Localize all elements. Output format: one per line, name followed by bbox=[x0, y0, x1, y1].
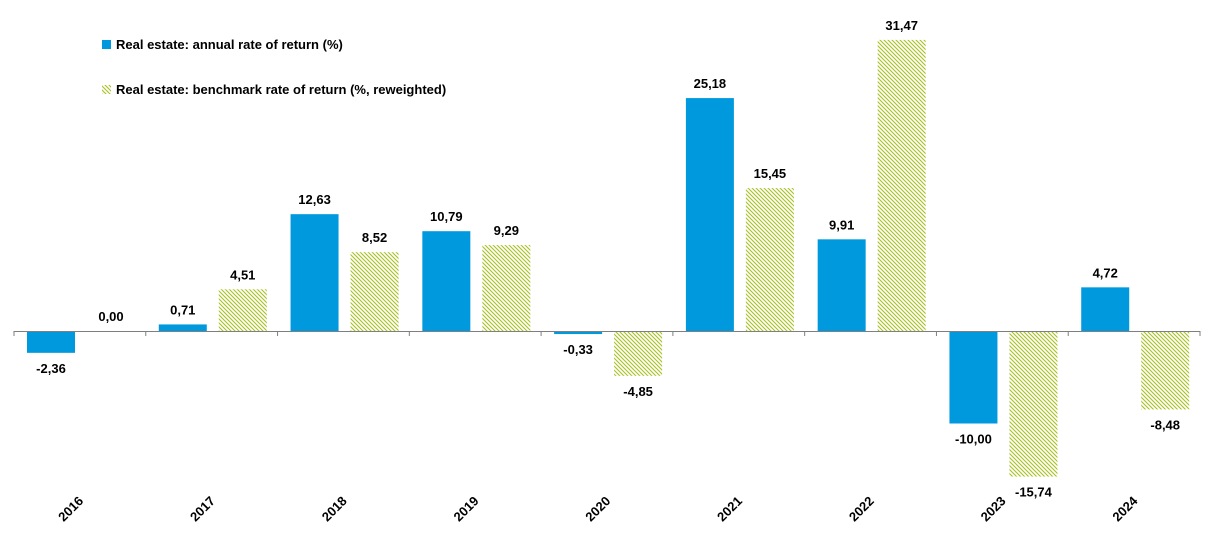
data-label-annual-2017: 0,71 bbox=[170, 302, 195, 317]
x-tick-labels-group: 2016 2017 2018 2019 2020 2021 2022 2023 2024 bbox=[55, 493, 1141, 525]
data-label-annual-2021: 25,18 bbox=[694, 76, 727, 91]
x-tick-label-2024: 2024 bbox=[1109, 493, 1141, 525]
bar-annual-2024 bbox=[1081, 287, 1130, 331]
bar-benchmark-2023 bbox=[1009, 331, 1058, 477]
data-label-benchmark-2021: 15,45 bbox=[754, 166, 787, 181]
bar-benchmark-2021 bbox=[745, 188, 794, 331]
bar-annual-2017 bbox=[158, 324, 207, 331]
data-label-annual-2019: 10,79 bbox=[430, 209, 463, 224]
bar-annual-2019 bbox=[422, 231, 471, 331]
bar-annual-2021 bbox=[685, 98, 734, 332]
x-tick-label-2023: 2023 bbox=[978, 493, 1009, 524]
data-label-annual-2022: 9,91 bbox=[829, 217, 854, 232]
x-tick-label-2017: 2017 bbox=[187, 493, 218, 524]
bar-benchmark-2022 bbox=[877, 39, 926, 332]
legend-label-annual: Real estate: annual rate of return (%) bbox=[116, 37, 343, 52]
data-label-benchmark-2018: 8,52 bbox=[362, 230, 387, 245]
bar-annual-2023 bbox=[949, 331, 998, 424]
bar-benchmark-2017 bbox=[218, 289, 267, 331]
bar-benchmark-2018 bbox=[350, 252, 399, 331]
bar-benchmark-2019 bbox=[482, 245, 531, 331]
data-label-benchmark-2019: 9,29 bbox=[494, 223, 519, 238]
legend-swatch-annual bbox=[102, 40, 111, 49]
x-tick-label-2018: 2018 bbox=[319, 493, 350, 524]
legend-label-benchmark: Real estate: benchmark rate of return (%… bbox=[116, 82, 446, 97]
x-axis bbox=[13, 331, 1201, 336]
data-label-benchmark-2020: -4,85 bbox=[623, 384, 653, 399]
bar-annual-2020 bbox=[554, 331, 603, 335]
x-tick-label-2020: 2020 bbox=[582, 493, 613, 524]
data-label-annual-2023: -10,00 bbox=[955, 432, 992, 447]
bar-benchmark-2020 bbox=[614, 331, 663, 376]
data-label-benchmark-2016: 0,00 bbox=[98, 309, 123, 324]
bar-benchmark-2024 bbox=[1141, 331, 1190, 410]
data-label-annual-2016: -2,36 bbox=[36, 361, 66, 376]
bar-annual-2022 bbox=[817, 239, 866, 331]
data-label-benchmark-2023: -15,74 bbox=[1015, 485, 1053, 500]
data-label-annual-2018: 12,63 bbox=[298, 192, 331, 207]
data-label-benchmark-2022: 31,47 bbox=[885, 18, 918, 33]
bar-annual-2016 bbox=[27, 331, 75, 353]
bars-group bbox=[27, 39, 1190, 477]
data-label-benchmark-2024: -8,48 bbox=[1150, 417, 1180, 432]
bar-annual-2018 bbox=[290, 214, 339, 331]
legend: Real estate: annual rate of return (%) R… bbox=[102, 37, 446, 97]
data-label-annual-2020: -0,33 bbox=[563, 342, 593, 357]
data-label-benchmark-2017: 4,51 bbox=[230, 267, 255, 282]
data-label-annual-2024: 4,72 bbox=[1093, 265, 1118, 280]
x-tick-label-2021: 2021 bbox=[714, 493, 745, 524]
data-labels-group: -2,36 0,00 0,71 4,51 12,63 8,52 10,79 9,29 -0,33… bbox=[36, 18, 1180, 500]
legend-swatch-benchmark bbox=[102, 85, 111, 94]
x-tick-label-2022: 2022 bbox=[846, 493, 877, 524]
x-tick-label-2019: 2019 bbox=[451, 493, 482, 524]
x-tick-label-2016: 2016 bbox=[55, 493, 86, 524]
